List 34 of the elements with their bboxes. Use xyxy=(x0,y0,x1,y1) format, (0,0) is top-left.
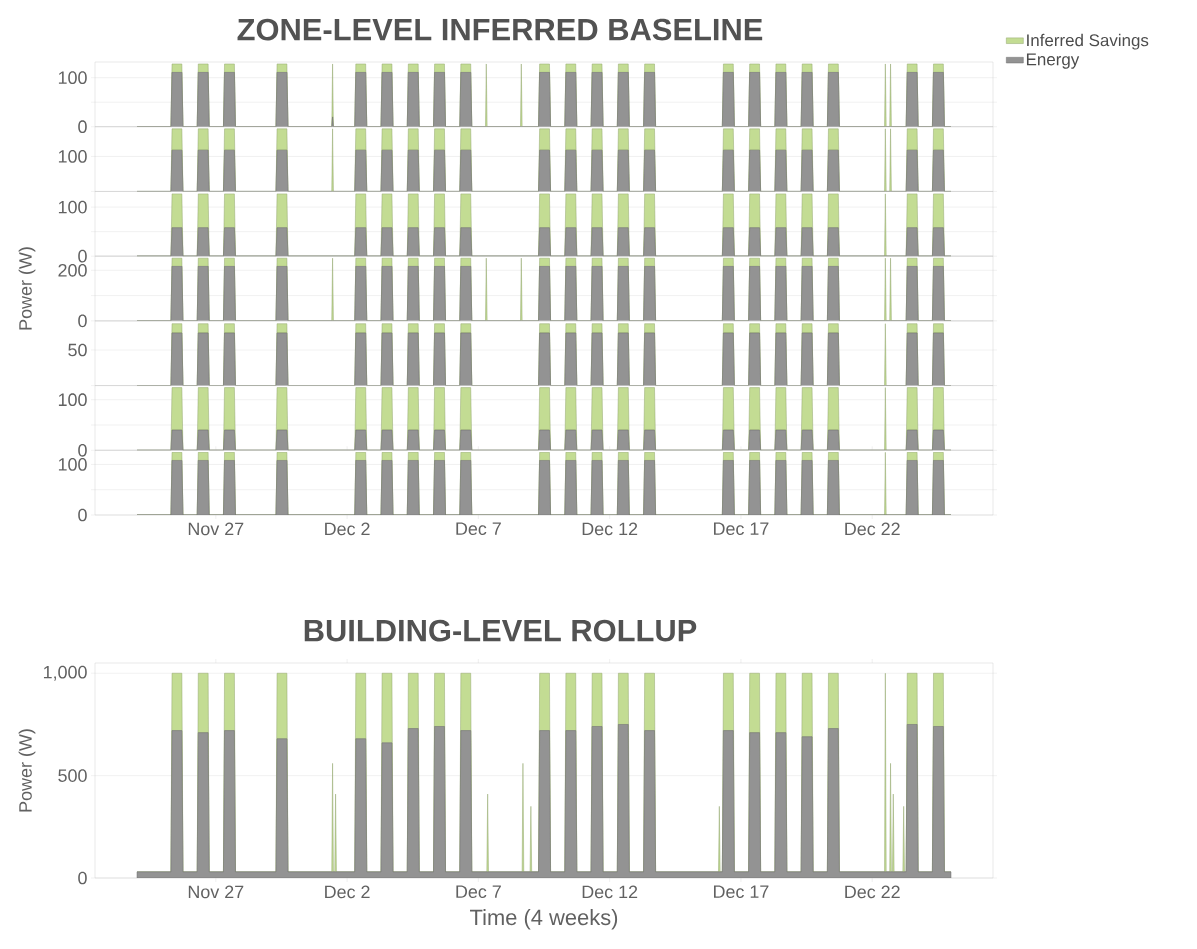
y-tick-label: 0 xyxy=(78,120,87,134)
x-tick-label: Nov 27 xyxy=(188,522,244,536)
y-tick-label: 1,000 xyxy=(43,665,87,681)
y-tick-label: 100 xyxy=(58,71,87,85)
x-tick-label: Dec 22 xyxy=(845,885,900,899)
y-tick-label: 100 xyxy=(58,393,87,407)
y-tick-label: 0 xyxy=(78,249,87,263)
x-tick-label: Dec 7 xyxy=(456,885,501,899)
x-tick-label: Dec 22 xyxy=(845,522,900,536)
x-tick-label: Dec 2 xyxy=(325,885,370,899)
x-tick-label: Dec 17 xyxy=(714,885,769,899)
y-axis-title: Power (W) xyxy=(18,247,36,330)
chart-title: ZONE-LEVEL INFERRED BASELINE xyxy=(237,18,763,41)
chart-title: BUILDING-LEVEL ROLLUP xyxy=(304,619,697,642)
y-axis-title: Power (W) xyxy=(18,729,36,812)
y-tick-label: 0 xyxy=(78,508,87,522)
x-tick-label: Dec 12 xyxy=(582,522,638,536)
legend-label: Energy xyxy=(1026,53,1080,69)
x-tick-label: Dec 12 xyxy=(582,885,638,899)
x-tick-label: Nov 27 xyxy=(188,885,244,899)
y-tick-label: 100 xyxy=(58,200,87,214)
legend-label: Inferred Savings xyxy=(1027,33,1149,50)
x-tick-label: Dec 17 xyxy=(714,522,769,536)
y-tick-label: 100 xyxy=(58,458,87,471)
y-tick-label: 50 xyxy=(68,343,87,357)
y-tick-label: 0 xyxy=(78,314,87,328)
y-tick-label: 200 xyxy=(58,263,87,277)
y-tick-label: 500 xyxy=(58,769,87,782)
y-tick-label: 100 xyxy=(58,150,87,163)
y-tick-label: 0 xyxy=(78,871,87,885)
x-tick-label: Dec 7 xyxy=(456,522,501,536)
x-axis-title: Time (4 weeks) xyxy=(470,909,618,930)
y-tick-label: 0 xyxy=(78,443,87,457)
x-tick-label: Dec 2 xyxy=(325,522,370,536)
